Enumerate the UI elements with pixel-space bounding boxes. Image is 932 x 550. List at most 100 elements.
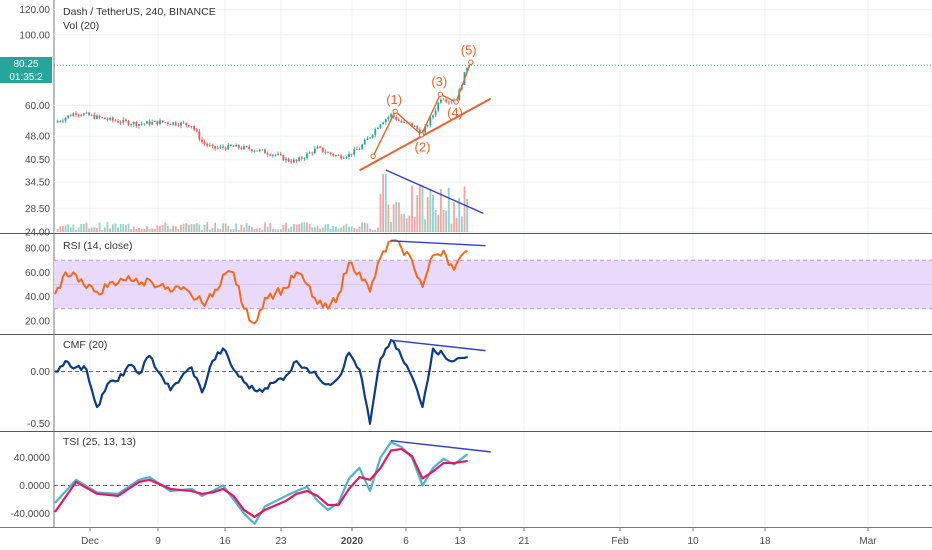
candle[interactable] [361,144,364,150]
volume-bar[interactable] [371,229,374,232]
candle[interactable] [313,148,316,154]
candle[interactable] [261,149,264,151]
candle[interactable] [166,122,169,124]
volume-bar[interactable] [329,228,332,232]
candle[interactable] [274,154,277,156]
volume-bar[interactable] [358,226,361,232]
volume-bar[interactable] [208,229,211,232]
volume-bar[interactable] [151,228,154,232]
volume-bar[interactable] [434,210,437,232]
volume-bar[interactable] [253,229,256,232]
volume-bar[interactable] [258,227,261,232]
volume-bar[interactable] [353,227,356,232]
volume-bar[interactable] [201,229,203,232]
candle[interactable] [145,121,148,124]
candle[interactable] [98,115,101,118]
volume-bar[interactable] [237,229,240,232]
volume-bar[interactable] [69,227,72,232]
volume-bar[interactable] [319,228,322,232]
volume-bar[interactable] [437,215,440,232]
volume-bar[interactable] [285,222,287,232]
candle[interactable] [85,112,88,114]
volume-bar[interactable] [85,222,88,232]
volume-bar[interactable] [124,225,127,232]
candle[interactable] [266,153,269,155]
volume-bar[interactable] [135,228,138,232]
volume-bar[interactable] [369,228,371,232]
candle[interactable] [211,145,214,147]
volume-bar[interactable] [274,229,277,232]
volume-bar[interactable] [185,223,188,232]
candle[interactable] [248,146,251,150]
volume-bar[interactable] [187,224,190,232]
volume-bar[interactable] [127,223,130,232]
candle[interactable] [132,122,135,125]
volume-bar[interactable] [413,216,416,232]
volume-bar[interactable] [348,226,350,232]
candle[interactable] [340,155,343,159]
volume-bar[interactable] [193,224,196,232]
volume-bar[interactable] [198,224,201,232]
candle[interactable] [363,139,366,145]
volume-bar[interactable] [214,222,217,232]
volume-bar[interactable] [460,216,463,232]
volume-bar[interactable] [287,228,290,232]
candle[interactable] [182,122,185,124]
candle[interactable] [264,149,266,154]
candle[interactable] [287,158,290,162]
candle[interactable] [235,144,238,147]
volume-bar[interactable] [156,225,159,232]
candle[interactable] [400,120,403,123]
volume-bar[interactable] [101,229,104,232]
volume-bar[interactable] [56,229,59,232]
candle[interactable] [321,147,324,152]
candle[interactable] [174,122,177,126]
volume-bar[interactable] [235,223,238,232]
volume-bar[interactable] [190,223,193,232]
volume-bar[interactable] [442,209,445,232]
volume-bar[interactable] [211,227,214,232]
candle[interactable] [250,149,253,152]
candle[interactable] [371,134,374,138]
candle[interactable] [111,117,114,121]
volume-bar[interactable] [463,186,466,232]
volume-bar[interactable] [174,226,177,232]
volume-bar[interactable] [303,222,306,232]
volume-bar[interactable] [426,197,429,232]
candle[interactable] [203,142,206,144]
candle[interactable] [358,149,361,150]
candle[interactable] [56,121,59,123]
candle[interactable] [303,158,306,159]
candle[interactable] [300,157,303,159]
volume-bar[interactable] [90,227,93,232]
volume-bar[interactable] [327,224,329,232]
volume-bar[interactable] [232,228,235,232]
candle[interactable] [466,68,469,73]
volume-bar[interactable] [256,228,259,232]
candle[interactable] [334,155,337,156]
volume-bar[interactable] [416,194,419,232]
candle[interactable] [124,119,127,122]
candle[interactable] [279,154,282,156]
volume-bar[interactable] [361,222,364,232]
volume-bar[interactable] [219,228,222,232]
volume-bar[interactable] [206,222,209,232]
volume-bar[interactable] [161,225,164,232]
volume-bar[interactable] [103,227,106,232]
volume-bar[interactable] [61,226,64,232]
volume-bar[interactable] [245,222,248,232]
candle[interactable] [243,146,245,150]
volume-bar[interactable] [148,229,151,232]
volume-bar[interactable] [117,227,119,232]
volume-bar[interactable] [421,184,424,232]
volume-bar[interactable] [395,202,398,232]
candle[interactable] [327,152,329,154]
volume-bar[interactable] [350,226,353,232]
candle[interactable] [206,143,209,146]
candle[interactable] [140,123,143,125]
candle[interactable] [117,121,119,123]
candle[interactable] [445,99,448,102]
candle[interactable] [187,125,190,127]
volume-bar[interactable] [59,226,62,232]
volume-bar[interactable] [261,229,264,232]
